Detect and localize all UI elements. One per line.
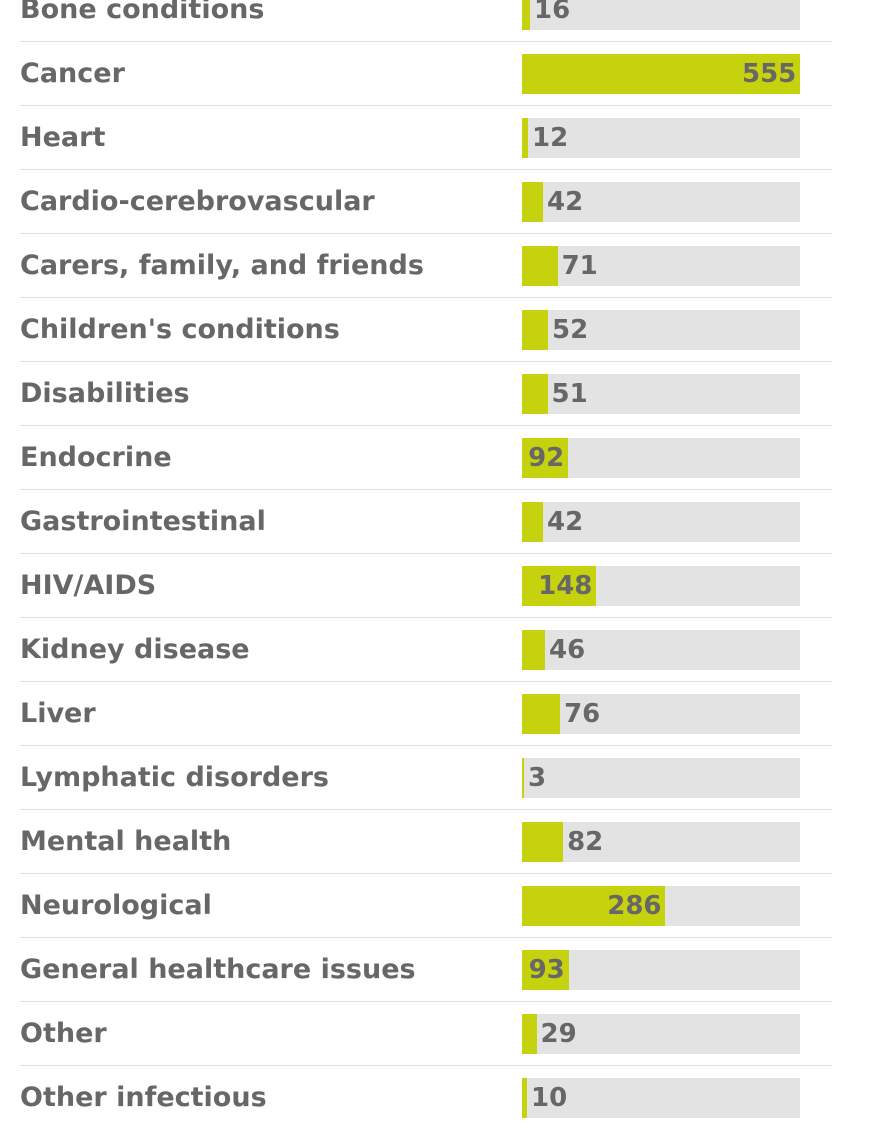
bar-track: 286 xyxy=(522,886,800,926)
bar-row: Heart 12 xyxy=(20,106,832,170)
value-label: 46 xyxy=(549,635,586,665)
bar-row: Cancer 555 xyxy=(20,42,832,106)
category-label: Bone conditions xyxy=(20,0,265,25)
bar-fill xyxy=(522,566,597,606)
bar-fill xyxy=(522,694,561,734)
value-label: 92 xyxy=(528,443,565,473)
bar-track: 12 xyxy=(522,118,800,158)
bar-row: Bone conditions 16 xyxy=(20,0,832,42)
bar-track: 92 xyxy=(522,438,800,478)
value-label: 16 xyxy=(534,0,571,25)
bar-row: HIV/AIDS 148 xyxy=(20,554,832,618)
bar-fill xyxy=(522,182,544,222)
bar-track: 46 xyxy=(522,630,800,670)
category-label: HIV/AIDS xyxy=(20,570,157,601)
bar-fill xyxy=(522,118,528,158)
category-label: Carers, family, and friends xyxy=(20,250,424,281)
category-label: Mental health xyxy=(20,826,232,857)
bar-fill xyxy=(522,758,524,798)
bar-row: Neurological 286 xyxy=(20,874,832,938)
bar-track: 51 xyxy=(522,374,800,414)
bar-fill xyxy=(522,438,569,478)
bar-track: 71 xyxy=(522,246,800,286)
value-label: 71 xyxy=(561,251,598,281)
value-label: 3 xyxy=(528,763,547,793)
category-label: Cardio-cerebrovascular xyxy=(20,186,375,217)
value-label: 52 xyxy=(552,315,589,345)
category-label: Gastrointestinal xyxy=(20,506,266,537)
bar-fill xyxy=(522,822,564,862)
bar-row: Disabilities 51 xyxy=(20,362,832,426)
category-label: Children's conditions xyxy=(20,314,340,345)
bar-track: 93 xyxy=(522,950,800,990)
value-label: 10 xyxy=(531,1083,568,1113)
category-label: Neurological xyxy=(20,890,212,921)
category-label: Liver xyxy=(20,698,96,729)
value-label: 148 xyxy=(538,571,593,601)
bar-track: 10 xyxy=(522,1078,800,1118)
category-label: Other infectious xyxy=(20,1082,267,1113)
bar-fill xyxy=(522,54,800,94)
bar-track: 52 xyxy=(522,310,800,350)
bar-track: 148 xyxy=(522,566,800,606)
bar-fill xyxy=(522,374,548,414)
bar-row: Lymphatic disorders 3 xyxy=(20,746,832,810)
bar-fill xyxy=(522,886,666,926)
bar-row: Gastrointestinal 42 xyxy=(20,490,832,554)
value-label: 76 xyxy=(564,699,601,729)
value-label: 29 xyxy=(540,1019,577,1049)
bar-fill xyxy=(522,310,549,350)
value-label: 286 xyxy=(607,891,662,921)
bar-fill xyxy=(522,1014,537,1054)
bar-row: General healthcare issues 93 xyxy=(20,938,832,1002)
bar-row: Mental health 82 xyxy=(20,810,832,874)
category-label: Endocrine xyxy=(20,442,172,473)
bar-track: 3 xyxy=(522,758,800,798)
bar-fill xyxy=(522,950,569,990)
bar-row: Liver 76 xyxy=(20,682,832,746)
category-label: Cancer xyxy=(20,58,125,89)
category-label: Other xyxy=(20,1018,107,1049)
bar-track: 555 xyxy=(522,54,800,94)
bar-row: Endocrine 92 xyxy=(20,426,832,490)
bar-fill xyxy=(522,1078,527,1118)
bar-track: 76 xyxy=(522,694,800,734)
bar-fill xyxy=(522,502,544,542)
category-label: Disabilities xyxy=(20,378,190,409)
value-label: 555 xyxy=(742,59,797,89)
bar-track: 16 xyxy=(522,0,800,30)
bar-track: 82 xyxy=(522,822,800,862)
bar-row: Cardio-cerebrovascular 42 xyxy=(20,170,832,234)
value-label: 42 xyxy=(547,187,584,217)
bar-track: 42 xyxy=(522,502,800,542)
bar-row: Children's conditions 52 xyxy=(20,298,832,362)
bar-row: Kidney disease 46 xyxy=(20,618,832,682)
value-label: 93 xyxy=(528,955,565,985)
bar-row: Other 29 xyxy=(20,1002,832,1066)
category-label: Heart xyxy=(20,122,106,153)
bar-fill xyxy=(522,0,530,30)
bar-fill xyxy=(522,246,558,286)
value-label: 42 xyxy=(547,507,584,537)
bar-fill xyxy=(522,630,546,670)
value-label: 51 xyxy=(551,379,588,409)
value-label: 82 xyxy=(567,827,604,857)
value-label: 12 xyxy=(532,123,569,153)
category-label: General healthcare issues xyxy=(20,954,416,985)
category-label: Lymphatic disorders xyxy=(20,762,329,793)
bar-track: 42 xyxy=(522,182,800,222)
bar-track: 29 xyxy=(522,1014,800,1054)
category-label: Kidney disease xyxy=(20,634,250,665)
bar-row: Other infectious 10 xyxy=(20,1066,832,1130)
bar-row: Carers, family, and friends 71 xyxy=(20,234,832,298)
